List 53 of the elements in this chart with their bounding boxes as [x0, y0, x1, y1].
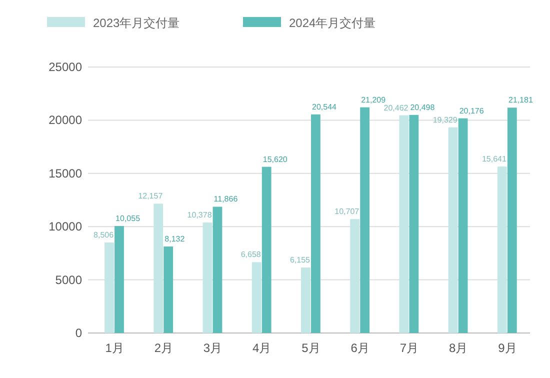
bar: [262, 166, 272, 333]
data-label: 8,132: [164, 234, 186, 244]
x-tick-label: 3月: [203, 341, 222, 355]
data-label: 12,157: [138, 192, 164, 201]
y-tick-label: 0: [75, 326, 82, 340]
y-tick-label: 25000: [48, 60, 82, 74]
y-tick-label: 10000: [48, 220, 82, 234]
data-label: 6,658: [240, 250, 262, 260]
data-label: 20,462: [384, 103, 409, 112]
x-tick-label: 7月: [400, 341, 419, 355]
bar: [154, 204, 164, 333]
bar: [202, 222, 212, 333]
data-label: 6,155: [290, 256, 311, 265]
bar: [458, 118, 468, 333]
legend-label: 2023年月交付量: [93, 16, 180, 30]
data-label: 10,378: [187, 210, 212, 220]
bar: [507, 108, 517, 333]
bar: [448, 127, 458, 333]
x-tick-label: 9月: [498, 341, 517, 355]
data-label: 21,181: [508, 96, 534, 105]
y-tick-label: 20000: [48, 113, 82, 128]
x-tick-label: 8月: [448, 341, 468, 355]
data-label: 20,498: [410, 102, 436, 112]
data-label: 10,055: [116, 214, 141, 224]
data-label: 8,506: [94, 230, 114, 240]
bar: [114, 226, 124, 333]
data-label: 15,641: [482, 154, 507, 164]
bar: [497, 166, 507, 333]
bar: [311, 114, 320, 333]
bar: [301, 268, 310, 333]
data-label: 21,209: [361, 95, 386, 104]
x-tick-label: 6月: [350, 341, 370, 355]
bar: [164, 246, 174, 333]
bar: [212, 206, 222, 333]
x-tick-label: 1月: [105, 341, 124, 355]
bar: [350, 219, 360, 333]
y-tick-label: 5000: [55, 272, 82, 287]
bar: [104, 242, 114, 333]
x-tick-label: 2月: [154, 341, 174, 355]
bar: [360, 107, 370, 333]
data-label: 10,707: [334, 207, 360, 216]
data-label: 19,329: [432, 115, 458, 124]
bar: [252, 262, 262, 333]
data-label: 20,176: [459, 106, 484, 116]
data-label: 20,544: [312, 102, 338, 112]
legend-label: 2024年月交付量: [289, 16, 376, 30]
x-tick-label: 4月: [252, 341, 272, 355]
x-tick-label: 5月: [302, 341, 320, 355]
data-label: 11,866: [214, 194, 238, 204]
data-label: 15,620: [262, 154, 288, 164]
bar: [399, 115, 409, 333]
y-tick-label: 15000: [48, 166, 82, 180]
bar: [409, 114, 419, 333]
